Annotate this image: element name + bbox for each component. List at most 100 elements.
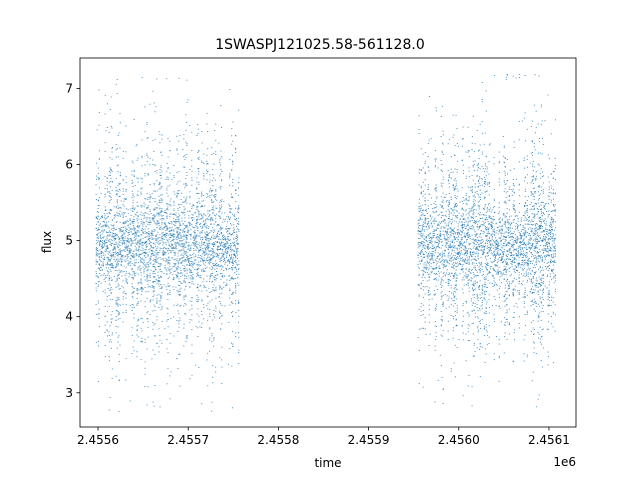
data-point [238, 109, 240, 111]
data-point [442, 182, 444, 184]
data-point [153, 214, 155, 216]
data-point [167, 294, 169, 296]
data-point [145, 236, 147, 238]
data-point [230, 258, 232, 260]
data-point [122, 223, 124, 225]
data-point [193, 231, 195, 233]
data-point [434, 294, 436, 296]
data-point [206, 160, 208, 162]
data-point [445, 264, 447, 266]
data-point [103, 220, 105, 222]
data-point [438, 224, 440, 226]
data-point [419, 253, 421, 255]
data-point [151, 253, 153, 255]
data-point [461, 265, 463, 267]
data-point [456, 265, 458, 267]
data-point [177, 231, 179, 233]
data-point [196, 269, 198, 270]
data-point [223, 286, 225, 288]
data-point [178, 220, 180, 222]
data-point [153, 243, 155, 244]
data-point [462, 245, 464, 247]
data-point [137, 205, 139, 207]
data-point [203, 252, 205, 254]
data-point [152, 247, 154, 249]
data-point [427, 249, 429, 250]
data-point [441, 285, 443, 287]
data-point [110, 96, 112, 98]
data-point [448, 273, 450, 275]
data-point [213, 242, 215, 244]
data-point [136, 334, 138, 336]
data-point [426, 246, 428, 248]
data-point [169, 150, 171, 152]
data-point [105, 231, 107, 233]
data-point [138, 246, 140, 247]
data-point [138, 266, 140, 268]
data-point [230, 257, 232, 259]
data-point [156, 234, 158, 235]
data-point [436, 245, 438, 247]
data-point [189, 319, 191, 321]
data-point [161, 240, 163, 242]
data-point [464, 261, 466, 263]
data-point [134, 235, 136, 237]
data-point [99, 243, 101, 245]
data-point [237, 282, 239, 284]
data-point [175, 243, 177, 245]
data-point [140, 239, 142, 241]
data-point [144, 212, 146, 214]
data-point [178, 243, 180, 245]
data-point [198, 159, 200, 160]
data-point [439, 235, 441, 237]
data-point [226, 256, 228, 258]
data-point [467, 126, 469, 128]
data-point [158, 285, 160, 287]
data-point [133, 216, 135, 218]
data-point [165, 261, 167, 263]
data-point [199, 242, 201, 244]
data-point [234, 241, 236, 243]
data-point [95, 184, 97, 186]
data-point [185, 270, 187, 272]
data-point [144, 242, 146, 244]
data-point [150, 213, 152, 214]
data-point [107, 232, 109, 234]
data-point [180, 229, 182, 231]
data-point [147, 318, 149, 320]
data-point [183, 235, 185, 237]
data-point [228, 363, 230, 365]
data-point [107, 251, 109, 253]
data-point [200, 275, 202, 276]
data-point [228, 259, 230, 261]
data-point [430, 253, 432, 255]
data-point [441, 205, 443, 207]
data-point [447, 228, 449, 230]
data-point [109, 260, 111, 262]
data-point [201, 311, 203, 312]
data-point [219, 159, 221, 161]
data-point [438, 265, 440, 267]
data-point [112, 227, 114, 229]
data-point [147, 224, 149, 226]
data-point [418, 308, 420, 310]
data-point [424, 151, 426, 153]
data-point [427, 208, 429, 210]
data-point [181, 257, 183, 259]
data-point [452, 228, 454, 230]
data-point [237, 223, 239, 225]
data-point [133, 176, 135, 177]
data-point [434, 165, 436, 167]
data-point [167, 137, 169, 139]
data-point [198, 298, 200, 300]
data-point [173, 236, 175, 238]
data-point [98, 272, 100, 274]
data-point [461, 207, 463, 209]
data-point [164, 224, 166, 225]
data-point [430, 223, 432, 225]
data-point [190, 233, 192, 235]
data-point [442, 176, 444, 178]
data-point [110, 321, 112, 323]
data-point [157, 240, 159, 242]
data-point [446, 238, 448, 240]
